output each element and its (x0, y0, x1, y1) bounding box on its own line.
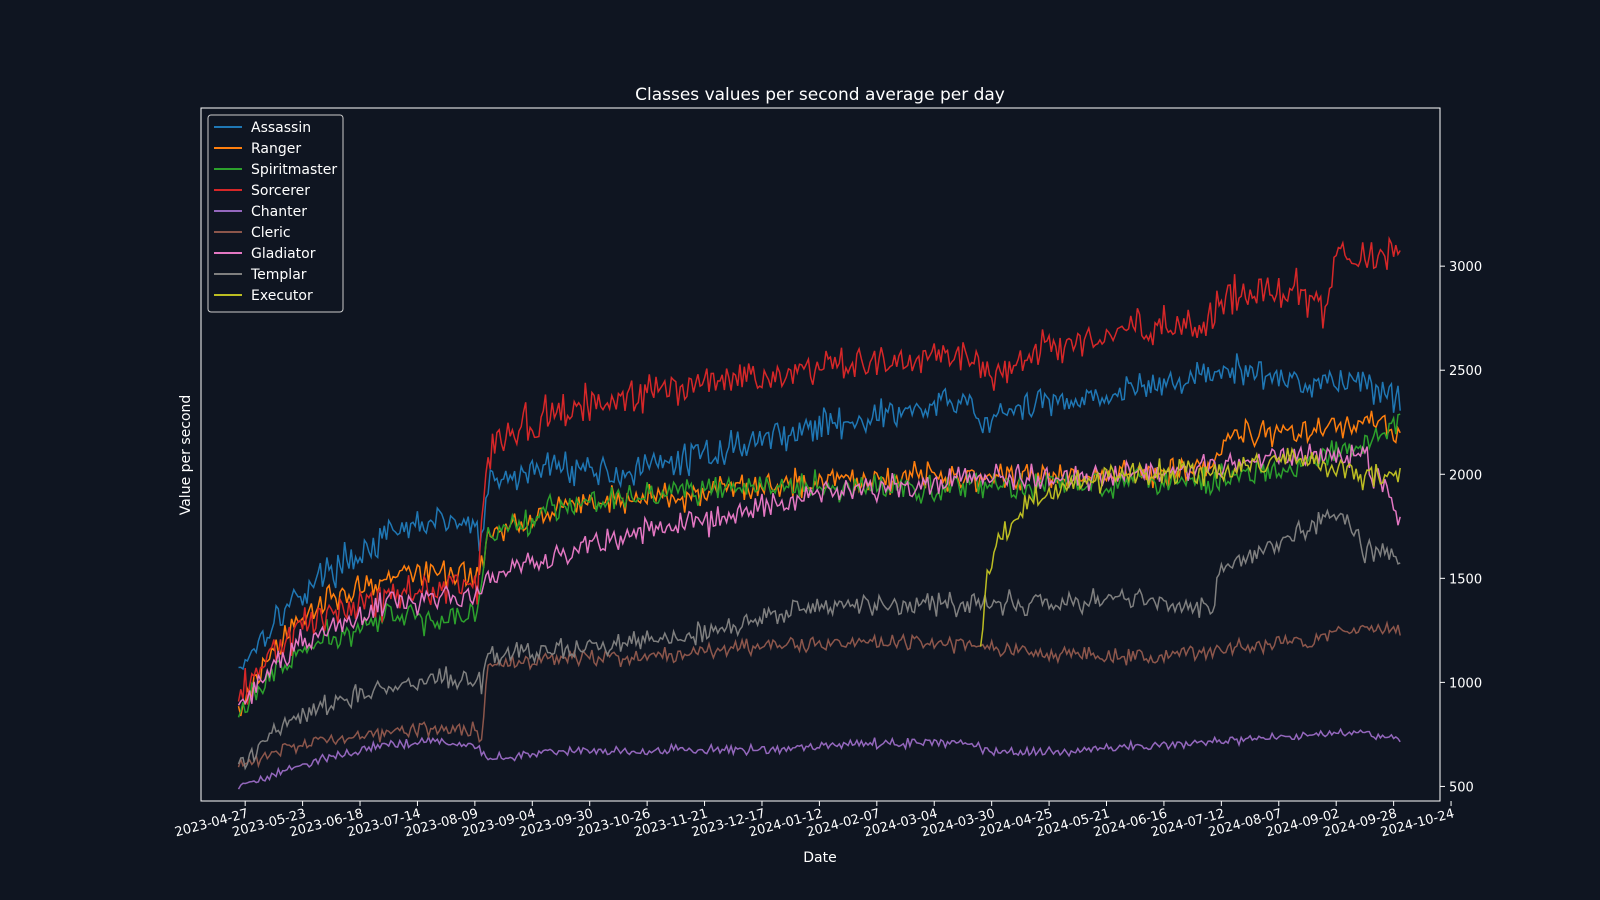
y-axis: 500 1000 1500 2000 2500 3000 (1440, 260, 1482, 795)
x-axis-label: Date (803, 850, 836, 866)
series-line-ranger (237, 410, 1401, 717)
series-line-executor (979, 446, 1401, 647)
legend-box (207, 114, 344, 313)
legend: Assassin Ranger Spiritmaster Sorcerer Chante… (207, 114, 344, 313)
chart-title: Classes values per second average per da… (635, 85, 1005, 105)
y-axis-label: Value per second (178, 395, 194, 516)
legend-label: Templar (250, 267, 307, 283)
y-tick-label: 1000 (1449, 676, 1482, 691)
legend-label: Assassin (251, 120, 311, 136)
y-tick-label: 2000 (1449, 468, 1482, 483)
legend-label: Spiritmaster (251, 162, 337, 178)
y-tick-label: 1500 (1449, 572, 1482, 587)
y-tick-label: 3000 (1449, 260, 1482, 275)
y-tick-label: 2500 (1449, 364, 1482, 379)
series-line-gladiator (237, 443, 1401, 706)
legend-label: Ranger (251, 141, 301, 157)
legend-label: Sorcerer (251, 183, 310, 199)
legend-label: Chanter (251, 204, 307, 220)
series-line-spiritmaster (237, 413, 1401, 718)
x-axis: 2023-04-272023-05-232023-06-182023-07-14… (173, 801, 1456, 840)
legend-label: Executor (251, 288, 313, 304)
series-line-chanter (237, 727, 1401, 790)
series-line-cleric (237, 620, 1401, 769)
series-lines (237, 235, 1401, 790)
legend-label: Gladiator (251, 246, 316, 262)
y-tick-label: 500 (1449, 780, 1474, 795)
series-line-assassin (238, 353, 1401, 671)
series-line-sorcerer (237, 235, 1401, 705)
legend-label: Cleric (251, 225, 291, 241)
plot-area (200, 107, 1441, 802)
series-line-templar (237, 508, 1401, 771)
